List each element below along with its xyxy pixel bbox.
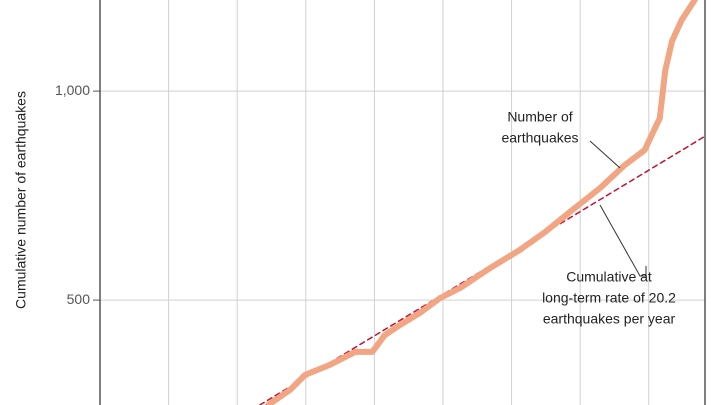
annotation: Cumulative at long-term rate of 20.2 ear… [542,204,676,327]
leader-line [589,140,621,169]
annotation-line: Number of [507,109,572,125]
y-tick-label: 1,000 [55,82,90,98]
annotation-line: long-term rate of 20.2 [542,290,676,306]
annotation: Number of earthquakes [501,109,621,169]
y-axis-label: Cumulative number of earthquakes [13,91,29,309]
series-line [265,0,698,405]
annotation-line: earthquakes per year [543,311,676,327]
annotation-line: earthquakes [501,130,578,146]
annotation-line: Cumulative at [566,269,652,285]
y-tick-label: 500 [67,291,91,307]
leader-line [599,204,647,277]
